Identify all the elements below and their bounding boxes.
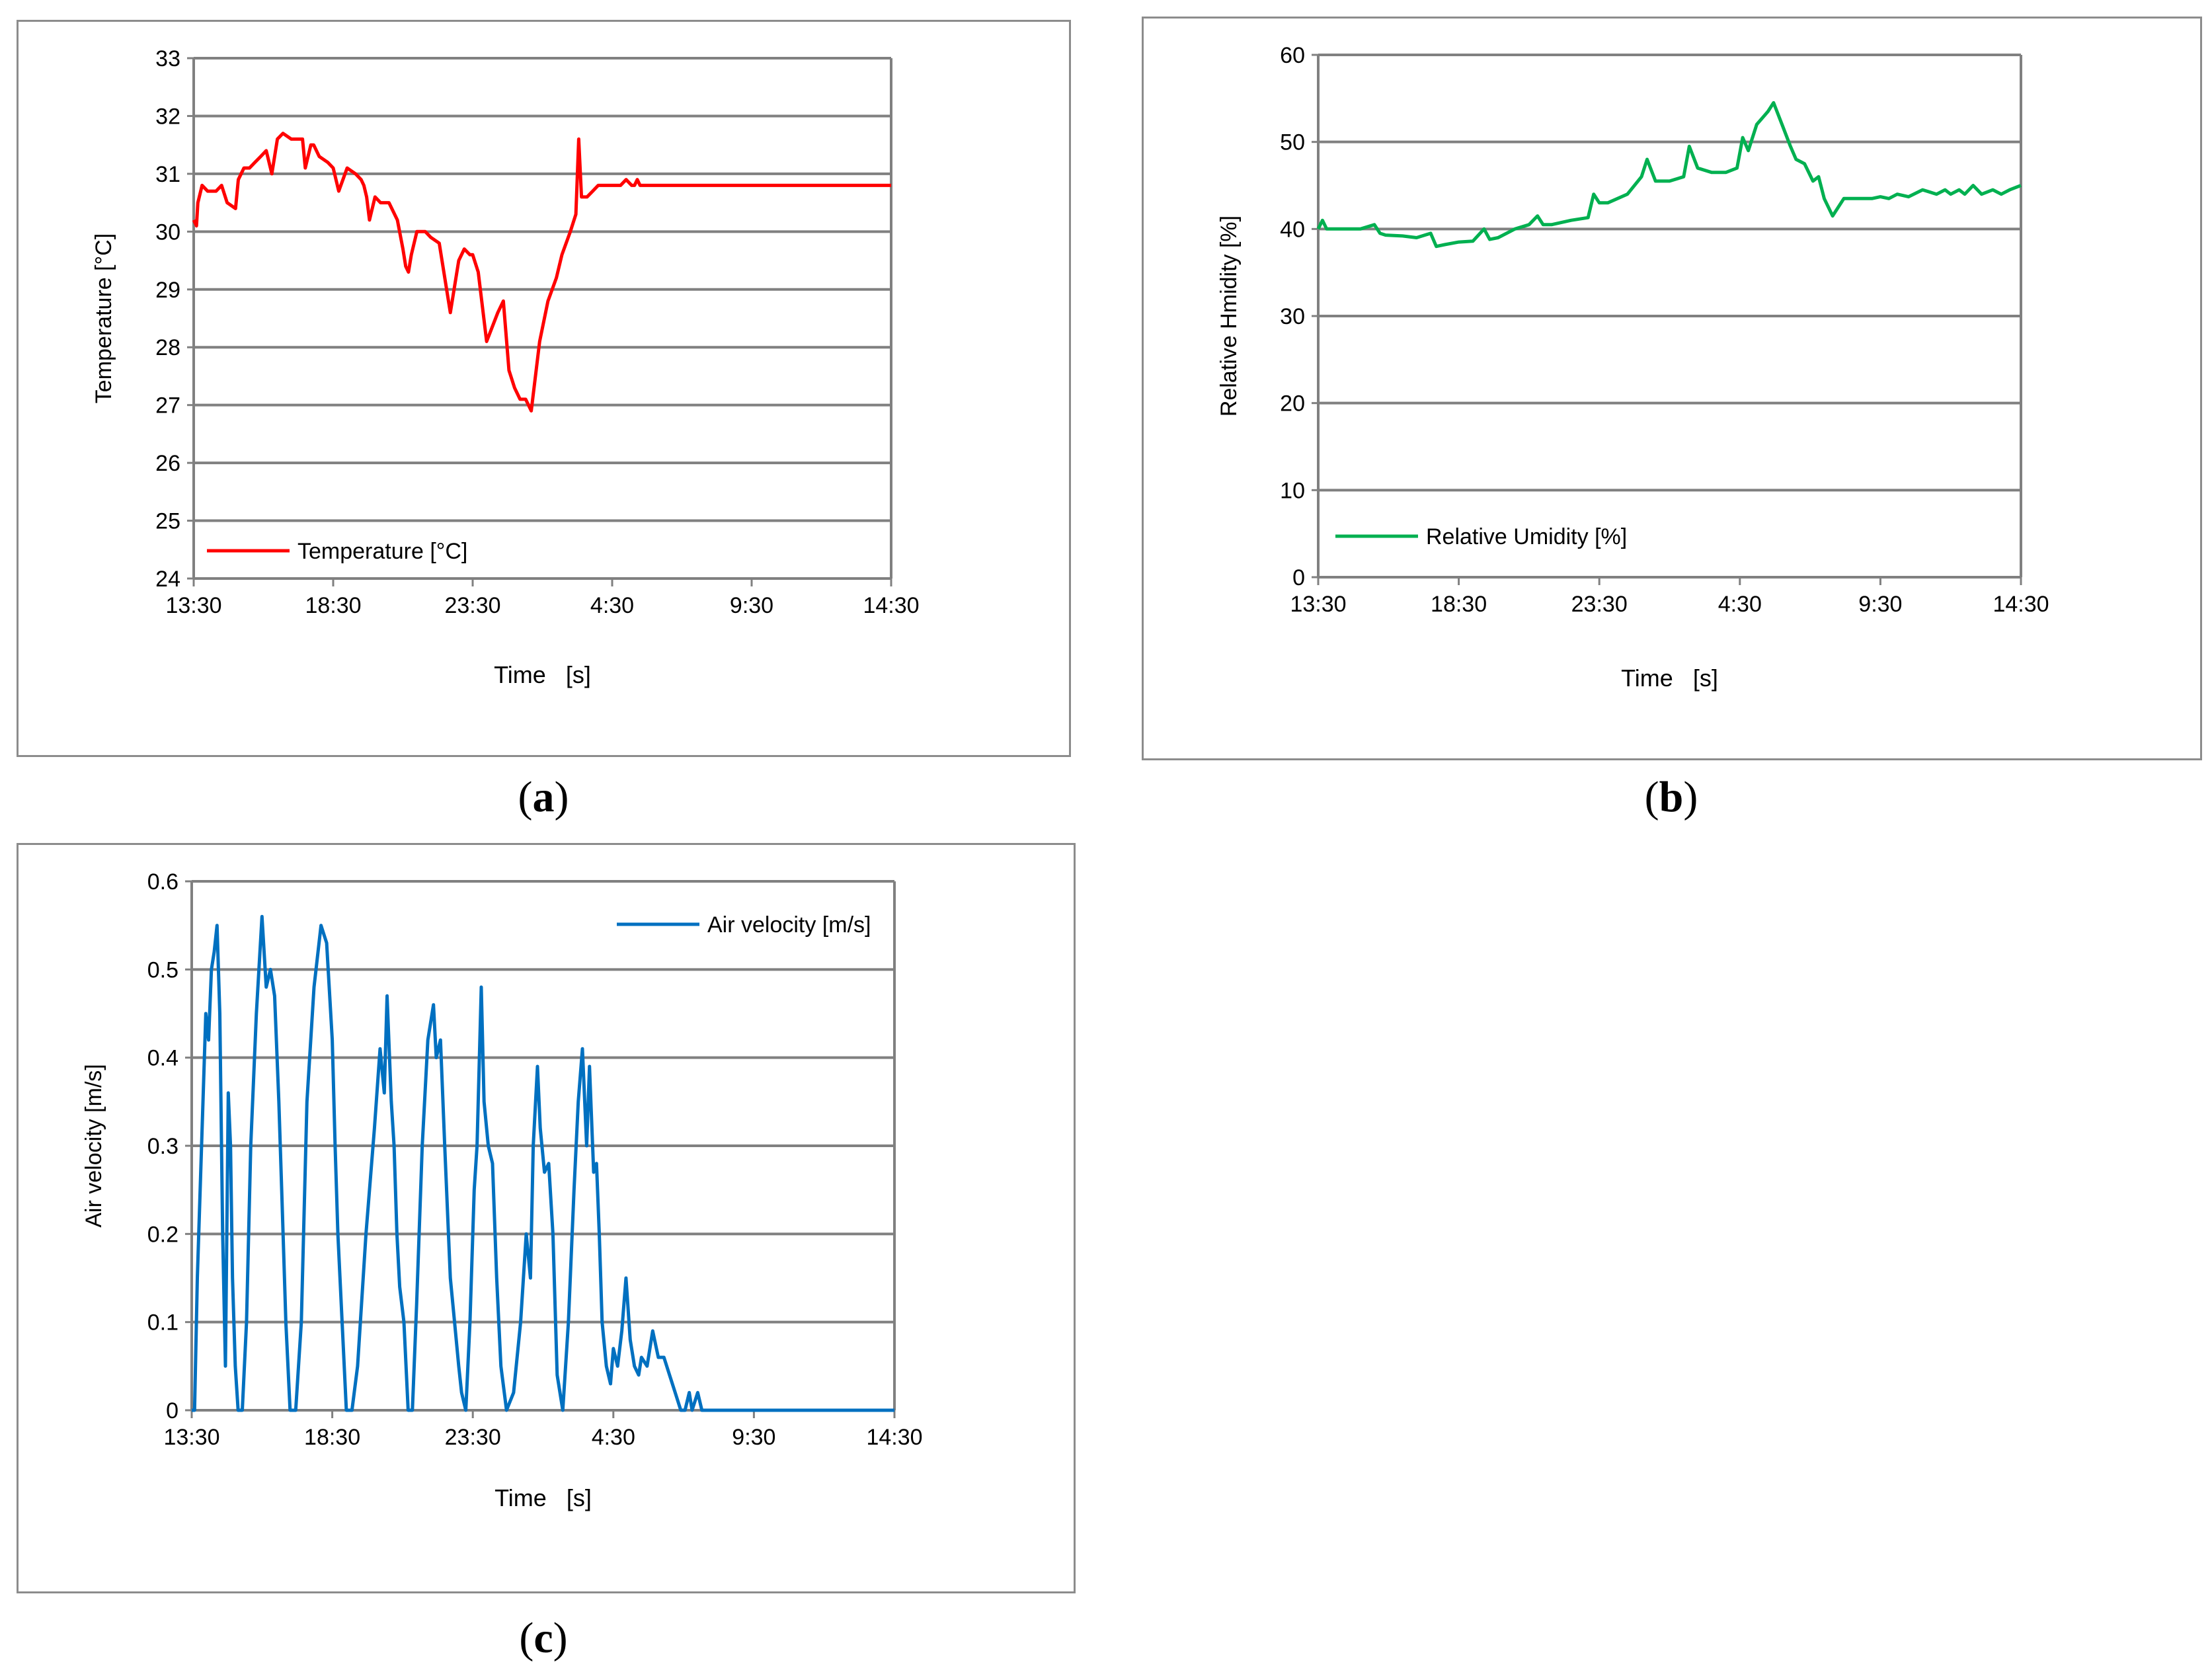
- x-tick-label: 9:30: [1858, 592, 1902, 617]
- temperature-chart: 24 25 26 27 28 29 30 31 32 33 13:30 18:30 23:30 4:30 9…: [91, 46, 920, 688]
- x-tick-label: 18:30: [304, 1425, 360, 1450]
- x-tick-label: 14:30: [866, 1425, 922, 1450]
- caption-b: (b): [1644, 773, 1698, 821]
- x-tick-label: 23:30: [1571, 592, 1628, 617]
- x-tick-label: 4:30: [592, 1425, 635, 1450]
- chart-panel-b: 0 10 20 30 40 50 60 13:30 18:30 23:30 4:30 9:30 14:3…: [1142, 17, 2202, 760]
- y-tick-label: 0.6: [147, 869, 178, 895]
- caption-b-letter: b: [1659, 773, 1684, 821]
- y-tick-label: 24: [155, 567, 180, 592]
- x-axis-title: Time [s]: [1621, 664, 1718, 692]
- legend-label: Air velocity [m/s]: [707, 912, 871, 938]
- y-axis-title: Air velocity [m/s]: [81, 1064, 106, 1227]
- series-line: [192, 914, 894, 1412]
- x-tick-label: 18:30: [305, 593, 361, 618]
- x-tick-label: 13:30: [1290, 592, 1346, 617]
- y-tick-label: 0.4: [147, 1046, 178, 1071]
- legend-label: Temperature [°C]: [297, 539, 467, 564]
- y-tick-label: 25: [155, 509, 180, 534]
- x-tick-label: 14:30: [863, 593, 919, 618]
- y-tick-label: 0.3: [147, 1134, 178, 1159]
- x-tick-label: 4:30: [1718, 592, 1762, 617]
- y-tick-label: 40: [1280, 217, 1305, 242]
- y-tick-label: 10: [1280, 478, 1305, 503]
- y-axis-title: Relative Hmidity [%]: [1216, 216, 1242, 417]
- y-tick-label: 30: [1280, 304, 1305, 329]
- caption-c-letter: c: [533, 1614, 553, 1662]
- y-tick-label: 32: [155, 104, 180, 129]
- y-tick-label: 26: [155, 451, 180, 476]
- y-tick-label: 0.2: [147, 1222, 178, 1247]
- y-tick-label: 60: [1280, 43, 1305, 68]
- x-tick-label: 4:30: [590, 593, 634, 618]
- x-tick-label: 23:30: [445, 1425, 501, 1450]
- air-velocity-chart: 0 0.1 0.2 0.3 0.4 0.5 0.6 13:30 18:30 23:30 4:30 9:…: [81, 869, 923, 1511]
- x-tick-label: 13:30: [163, 1425, 219, 1450]
- series-line: [192, 132, 891, 413]
- caption-a-letter: a: [532, 773, 555, 821]
- y-tick-label: 0.1: [147, 1310, 178, 1336]
- x-tick-label: 9:30: [730, 593, 773, 618]
- caption-c: (c): [519, 1614, 568, 1662]
- y-tick-label: 0.5: [147, 957, 178, 982]
- x-tick-label: 23:30: [444, 593, 500, 618]
- y-tick-label: 0: [166, 1398, 178, 1423]
- legend-label: Relative Umidity [%]: [1426, 524, 1627, 549]
- x-tick-label: 9:30: [732, 1425, 775, 1450]
- y-tick-label: 27: [155, 393, 180, 419]
- x-tick-label: 14:30: [1993, 592, 2049, 617]
- x-tick-label: 13:30: [165, 593, 221, 618]
- y-tick-label: 31: [155, 162, 180, 187]
- y-tick-label: 20: [1280, 391, 1305, 417]
- y-tick-label: 29: [155, 278, 180, 303]
- caption-a: (a): [518, 773, 569, 821]
- humidity-chart: 0 10 20 30 40 50 60 13:30 18:30 23:30 4:30 9:30 14:3…: [1216, 43, 2049, 692]
- chart-panel-c: 0 0.1 0.2 0.3 0.4 0.5 0.6 13:30 18:30 23:30 4:30 9:…: [17, 843, 1076, 1593]
- x-axis-title: Time [s]: [494, 1484, 592, 1511]
- y-axis-title: Temperature [°C]: [91, 233, 116, 403]
- y-tick-label: 28: [155, 335, 180, 360]
- y-tick-label: 33: [155, 46, 180, 71]
- y-tick-label: 30: [155, 220, 180, 245]
- chart-panel-a: 24 25 26 27 28 29 30 31 32 33 13:30 18:30 23:30 4:30 9…: [17, 20, 1071, 757]
- y-tick-label: 0: [1292, 565, 1305, 590]
- x-tick-label: 18:30: [1431, 592, 1487, 617]
- x-axis-title: Time [s]: [494, 661, 591, 688]
- y-tick-label: 50: [1280, 130, 1305, 155]
- series-line: [1316, 100, 2022, 249]
